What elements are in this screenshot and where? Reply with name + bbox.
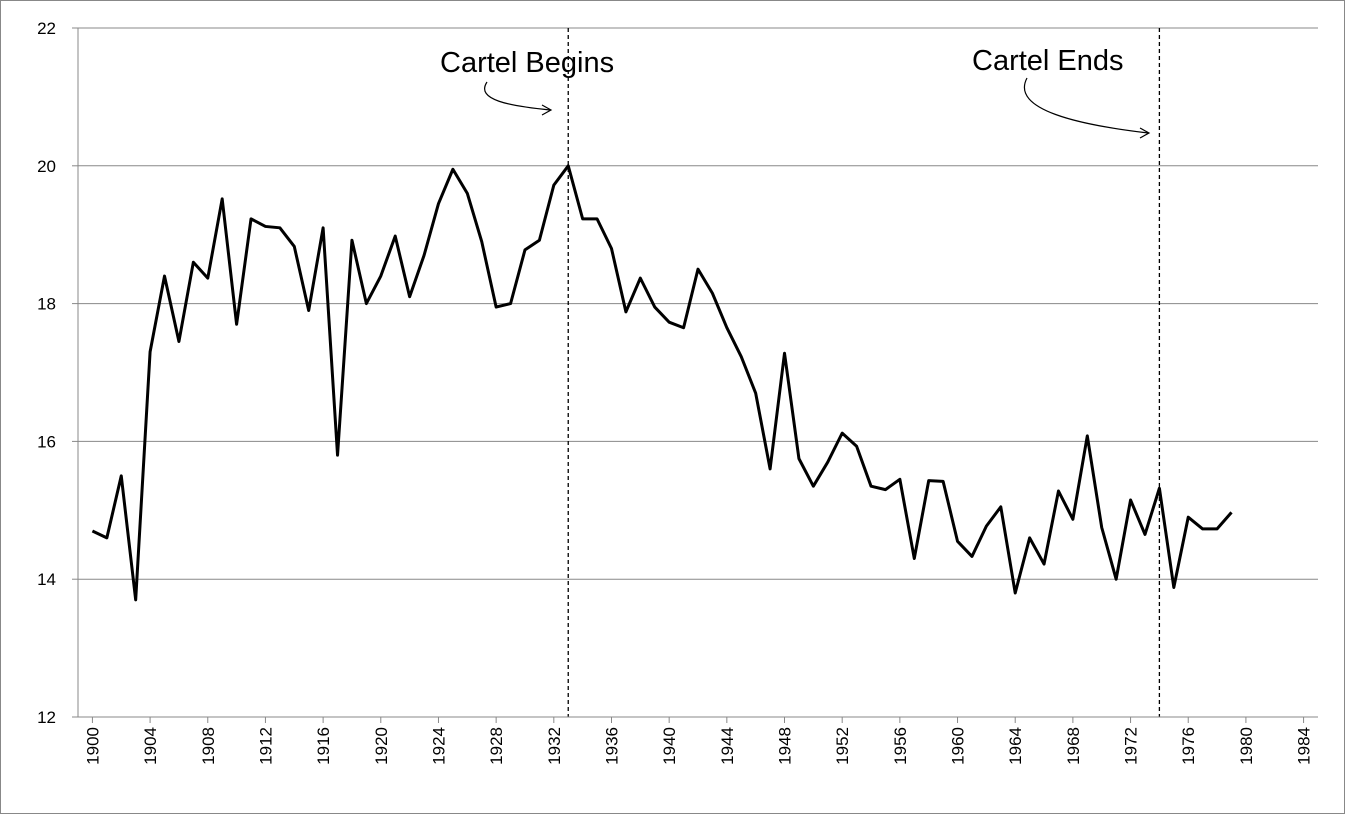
y-tick-label: 20: [37, 157, 56, 176]
x-tick-label: 1980: [1237, 727, 1256, 765]
x-tick-label: 1916: [314, 727, 333, 765]
x-tick-label: 1900: [83, 727, 102, 765]
annotation-arrow: [484, 81, 551, 111]
y-tick-label: 18: [37, 295, 56, 314]
x-tick-label: 1928: [487, 727, 506, 765]
x-tick-label: 1904: [141, 727, 160, 765]
x-tick-label: 1932: [545, 727, 564, 765]
x-tick-label: 1936: [602, 727, 621, 765]
y-tick-label: 22: [37, 19, 56, 38]
data-line: [91, 164, 1233, 602]
x-tick-label: 1948: [776, 727, 795, 765]
arrow-head: [541, 104, 553, 116]
x-tick-label: 1972: [1122, 727, 1141, 765]
arrow-head: [1139, 127, 1151, 139]
annotation-arrow: [1024, 77, 1149, 134]
x-tick-label: 1912: [256, 727, 275, 765]
x-tick-label: 1984: [1295, 727, 1314, 765]
x-tick-label: 1944: [718, 727, 737, 765]
x-tick-label: 1964: [1006, 727, 1025, 765]
y-tick-label: 12: [37, 708, 56, 727]
x-tick-label: 1940: [660, 727, 679, 765]
x-tick-label: 1924: [429, 727, 448, 765]
x-tick-label: 1908: [199, 727, 218, 765]
annotation: Cartel Ends: [972, 45, 1124, 77]
x-tick-label: 1960: [949, 727, 968, 765]
y-tick-label: 16: [37, 432, 56, 451]
x-tick-label: 1956: [891, 727, 910, 765]
x-tick-label: 1952: [833, 727, 852, 765]
y-tick-label: 14: [37, 570, 56, 589]
x-tick-label: 1920: [372, 727, 391, 765]
x-tick-label: 1968: [1064, 727, 1083, 765]
annotation: Cartel Begins: [440, 47, 614, 79]
x-tick-label: 1976: [1179, 727, 1198, 765]
